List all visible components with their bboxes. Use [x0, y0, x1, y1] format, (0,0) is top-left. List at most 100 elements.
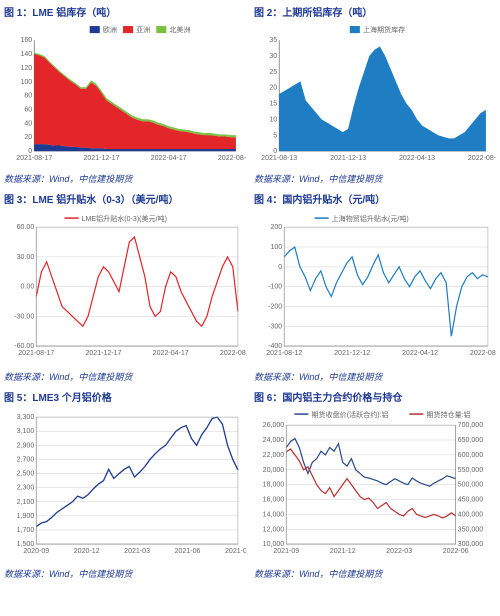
svg-text:40: 40 — [24, 120, 32, 127]
svg-text:亚洲: 亚洲 — [136, 26, 150, 34]
svg-text:350,000: 350,000 — [458, 526, 484, 533]
svg-text:2021-08-13: 2021-08-13 — [261, 155, 297, 162]
svg-text:24,000: 24,000 — [263, 437, 285, 444]
panel-1: 图 1：LME 铝库存（吨） 0204060801001201401602021… — [0, 0, 250, 187]
svg-text:2022-04-17: 2022-04-17 — [153, 350, 189, 357]
svg-text:120: 120 — [20, 65, 32, 72]
svg-text:2021-08-17: 2021-08-17 — [18, 350, 54, 357]
svg-text:2,300: 2,300 — [17, 484, 35, 491]
svg-text:12,000: 12,000 — [263, 526, 285, 533]
svg-text:650,000: 650,000 — [458, 437, 484, 444]
svg-text:26,000: 26,000 — [263, 422, 285, 429]
svg-text:2021-12-17: 2021-12-17 — [83, 155, 119, 162]
svg-text:LME铝升贴水(0-3)(美元/吨): LME铝升贴水(0-3)(美元/吨) — [82, 214, 167, 223]
svg-text:20: 20 — [269, 85, 277, 92]
svg-text:2021-08-12: 2021-08-12 — [266, 350, 302, 357]
svg-text:2021-06: 2021-06 — [175, 548, 201, 555]
svg-text:400,000: 400,000 — [458, 511, 484, 518]
svg-text:-300: -300 — [268, 324, 282, 331]
svg-text:2021-03: 2021-03 — [124, 548, 150, 555]
svg-text:-100: -100 — [268, 284, 282, 291]
svg-text:100: 100 — [20, 79, 32, 86]
svg-text:18,000: 18,000 — [263, 481, 285, 488]
charts-grid: 图 1：LME 铝库存（吨） 0204060801001201401602021… — [0, 0, 500, 582]
svg-text:160: 160 — [20, 37, 32, 44]
svg-text:20: 20 — [24, 134, 32, 141]
svg-text:2022-08-17: 2022-08-17 — [220, 350, 246, 357]
svg-text:2020-12: 2020-12 — [74, 548, 100, 555]
chart6-title: 图 6：国内铝主力合约价格与持仓 — [254, 389, 496, 404]
chart4-source: 数据来源：Wind，中信建投期货 — [254, 370, 496, 383]
svg-text:-60.00: -60.00 — [14, 343, 34, 350]
svg-text:-30.00: -30.00 — [14, 314, 34, 321]
chart3-title: 图 3：LME 铝升贴水（0-3）（美元/吨） — [4, 191, 246, 206]
svg-text:0: 0 — [28, 148, 32, 155]
svg-text:140: 140 — [20, 51, 32, 58]
svg-text:0: 0 — [273, 148, 277, 155]
svg-text:欧洲: 欧洲 — [103, 25, 117, 34]
svg-text:3,100: 3,100 — [17, 428, 35, 435]
chart2-svg: 051015202530352021-08-132021-12-132022-0… — [254, 20, 496, 171]
svg-text:2022-08-13: 2022-08-13 — [468, 155, 496, 162]
svg-text:2021-12-13: 2021-12-13 — [330, 155, 366, 162]
svg-text:100: 100 — [270, 244, 282, 251]
svg-text:1,500: 1,500 — [17, 541, 35, 548]
svg-text:1,900: 1,900 — [17, 513, 35, 520]
svg-text:2022-03: 2022-03 — [386, 548, 412, 555]
svg-text:60: 60 — [24, 107, 32, 114]
svg-text:80: 80 — [24, 93, 32, 100]
svg-text:2021-09: 2021-09 — [273, 548, 299, 555]
svg-text:14,000: 14,000 — [263, 511, 285, 518]
svg-text:2,700: 2,700 — [17, 456, 35, 463]
panel-3: 图 3：LME 铝升贴水（0-3）（美元/吨） -60.00 -30.00 0.00… — [0, 187, 250, 384]
svg-text:上海期货库存: 上海期货库存 — [363, 25, 405, 34]
svg-text:2021-08-17: 2021-08-17 — [16, 155, 52, 162]
svg-text:2,900: 2,900 — [17, 442, 35, 449]
svg-text:2021-12-17: 2021-12-17 — [85, 350, 121, 357]
chart3-source: 数据来源：Wind，中信建投期货 — [4, 370, 246, 383]
svg-text:期货持仓量:铝: 期货持仓量:铝 — [426, 410, 470, 419]
svg-text:25: 25 — [269, 69, 277, 76]
chart5-title: 图 5：LME3 个月铝价格 — [4, 389, 246, 404]
svg-text:2021-12: 2021-12 — [330, 548, 356, 555]
svg-text:2021-12-12: 2021-12-12 — [334, 350, 370, 357]
svg-text:3,300: 3,300 — [17, 414, 35, 421]
svg-text:15: 15 — [269, 101, 277, 108]
chart3-svg: -60.00-30.000.0030.0060.002021-08-172021… — [4, 207, 246, 368]
panel-5: 图 5：LME3 个月铝价格 1,500 1,700 1,900 2,100 2,300… — [0, 385, 250, 582]
svg-text:0.00: 0.00 — [21, 284, 35, 291]
panel-2: 图 2：上期所铝库存（吨） 051015202530352021-08-1320… — [250, 0, 500, 187]
chart4-svg: -400-300-200-10001002002021-08-122021-12… — [254, 207, 496, 368]
svg-text:-200: -200 — [268, 304, 282, 311]
svg-text:2022-04-17: 2022-04-17 — [151, 155, 187, 162]
svg-text:0: 0 — [278, 264, 282, 271]
svg-text:60.00: 60.00 — [17, 224, 35, 231]
svg-text:600,000: 600,000 — [458, 452, 484, 459]
svg-text:16,000: 16,000 — [263, 496, 285, 503]
svg-text:2022-08-12: 2022-08-12 — [470, 350, 496, 357]
svg-text:2,500: 2,500 — [17, 470, 35, 477]
svg-text:30: 30 — [269, 53, 277, 60]
svg-text:2022-04-13: 2022-04-13 — [399, 155, 435, 162]
svg-text:450,000: 450,000 — [458, 496, 484, 503]
svg-text:2020-09: 2020-09 — [23, 548, 49, 555]
svg-text:2,100: 2,100 — [17, 498, 35, 505]
chart5-source: 数据来源：Wind，中信建投期货 — [4, 567, 246, 580]
chart6-svg: 10,000 12,000 14,000 16,000 18,000 20,000 22,0… — [254, 405, 496, 566]
panel-4: 图 4：国内铝升贴水（元/吨） -400-300-200-10001002002… — [250, 187, 500, 384]
svg-text:2022-06: 2022-06 — [443, 548, 469, 555]
svg-text:700,000: 700,000 — [458, 422, 484, 429]
svg-text:10: 10 — [269, 116, 277, 123]
svg-text:500,000: 500,000 — [458, 481, 484, 488]
chart2-source: 数据来源：Wind，中信建投期货 — [254, 172, 496, 185]
svg-text:2022-04-12: 2022-04-12 — [402, 350, 438, 357]
chart1-svg: 0 20 40 60 80 100 120 140 160 2021-08-17 2021-12-1… — [4, 20, 246, 171]
svg-text:20,000: 20,000 — [263, 466, 285, 473]
panel-6: 图 6：国内铝主力合约价格与持仓 10,000 12,000 14,000 16,00… — [250, 385, 500, 582]
svg-text:10,000: 10,000 — [263, 541, 285, 548]
svg-text:2022-08-17: 2022-08-17 — [218, 155, 246, 162]
svg-text:550,000: 550,000 — [458, 466, 484, 473]
svg-text:1,700: 1,700 — [17, 527, 35, 534]
chart6-source: 数据来源：Wind，中信建投期货 — [254, 567, 496, 580]
svg-text:22,000: 22,000 — [263, 452, 285, 459]
